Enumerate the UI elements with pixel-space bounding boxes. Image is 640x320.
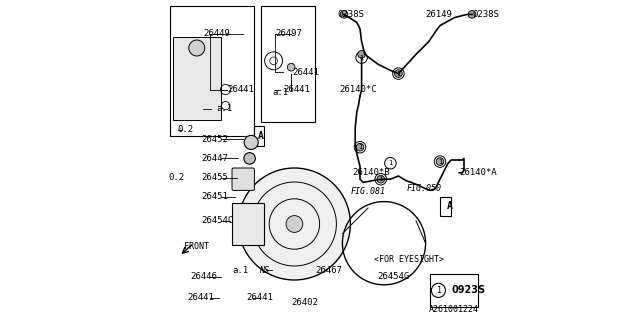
Text: 26441: 26441 <box>283 85 310 94</box>
Text: 0923S: 0923S <box>451 285 485 295</box>
Text: A261001224: A261001224 <box>428 305 479 314</box>
Text: 26140*C: 26140*C <box>339 85 377 94</box>
Circle shape <box>356 143 364 151</box>
Circle shape <box>287 63 295 71</box>
Text: a.1: a.1 <box>272 88 288 97</box>
Text: 0238S: 0238S <box>338 10 364 19</box>
Text: 26140*B: 26140*B <box>352 168 390 177</box>
Circle shape <box>436 158 444 165</box>
FancyBboxPatch shape <box>232 203 264 245</box>
Text: 26497: 26497 <box>275 29 302 38</box>
Circle shape <box>355 141 366 153</box>
Circle shape <box>189 40 205 56</box>
Text: FRONT: FRONT <box>184 242 209 251</box>
Circle shape <box>286 216 303 232</box>
Circle shape <box>238 168 351 280</box>
Text: 26441: 26441 <box>292 68 319 76</box>
Text: 26467: 26467 <box>315 266 342 275</box>
FancyBboxPatch shape <box>232 168 254 190</box>
Text: <FOR EYESIGHT>: <FOR EYESIGHT> <box>374 255 444 264</box>
Text: 26441: 26441 <box>227 85 254 94</box>
Circle shape <box>244 153 255 164</box>
Text: 26446: 26446 <box>191 272 217 281</box>
Text: 26447: 26447 <box>202 154 228 163</box>
Text: FIG.081: FIG.081 <box>351 188 385 196</box>
Text: A: A <box>447 201 452 212</box>
Text: 26149: 26149 <box>426 10 452 19</box>
Text: 26441: 26441 <box>187 293 214 302</box>
Text: 26449: 26449 <box>204 29 230 38</box>
Circle shape <box>468 11 476 18</box>
Text: 26452: 26452 <box>202 135 228 144</box>
Text: 1: 1 <box>358 144 362 150</box>
Circle shape <box>356 52 367 63</box>
Text: FIG.050: FIG.050 <box>406 184 442 193</box>
Text: NS: NS <box>259 266 269 275</box>
Text: a.1: a.1 <box>232 266 248 275</box>
Text: 0.2: 0.2 <box>178 125 194 134</box>
Text: 26455: 26455 <box>202 173 228 182</box>
Circle shape <box>435 156 445 167</box>
Text: 1: 1 <box>378 176 383 182</box>
Text: 26402: 26402 <box>291 298 318 307</box>
Circle shape <box>385 157 396 169</box>
Circle shape <box>394 70 402 77</box>
Circle shape <box>358 51 365 58</box>
Text: 0238S: 0238S <box>472 10 499 19</box>
Text: 26140*A: 26140*A <box>460 168 497 177</box>
Text: 1: 1 <box>438 159 442 164</box>
Text: A: A <box>258 131 264 141</box>
Circle shape <box>377 175 385 183</box>
Circle shape <box>244 135 259 149</box>
Text: 1: 1 <box>388 160 393 166</box>
Text: 1: 1 <box>436 286 441 295</box>
Text: 1: 1 <box>396 71 401 76</box>
Text: 26454G: 26454G <box>378 272 410 281</box>
Text: a.1: a.1 <box>216 104 232 113</box>
Text: 26454C: 26454C <box>202 216 234 225</box>
Text: 0.2: 0.2 <box>168 173 184 182</box>
Text: 26451: 26451 <box>202 192 228 201</box>
Circle shape <box>393 68 404 79</box>
Circle shape <box>375 173 387 185</box>
Circle shape <box>340 11 348 18</box>
Text: 1: 1 <box>359 55 364 60</box>
FancyBboxPatch shape <box>173 37 221 120</box>
Text: 26441: 26441 <box>246 293 273 302</box>
